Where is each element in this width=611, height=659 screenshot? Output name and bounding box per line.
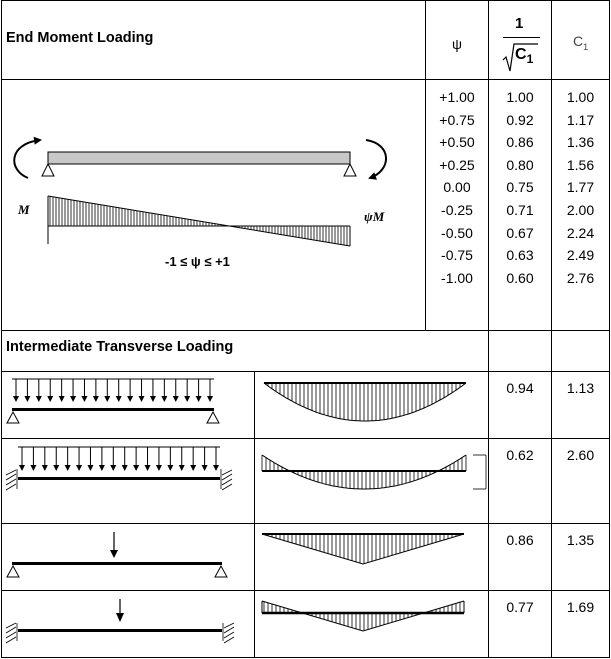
intermediate-header-divider [1, 371, 610, 372]
inv-value-3: 0.86 [506, 134, 534, 151]
c1-value-9: 2.76 [566, 269, 595, 286]
point-load-fixed-ends-loading [5, 599, 235, 644]
beam [12, 562, 222, 565]
right-fixed-support-icon [220, 469, 233, 491]
diagram-column-divider [254, 371, 255, 658]
beam [47, 151, 351, 165]
right-support-icon [206, 410, 220, 424]
c1-value-7: 2.24 [566, 224, 595, 241]
beam [12, 408, 214, 411]
point-load-simply-supported-moment [261, 533, 465, 565]
c1-value-6: 2.00 [566, 201, 595, 218]
psi-values-column: +1.00 +0.75 +0.50 +0.25 0.00 -0.25 -0.50 -0.75 -… [426, 86, 488, 289]
left-support-icon [6, 410, 20, 424]
udl-arrows-icon [19, 447, 219, 471]
c1-values-column: 1.00 1.17 1.36 1.56 1.77 2.00 2.24 2.49 2.76 [552, 86, 609, 289]
row-divider-2 [1, 523, 610, 524]
psi-column-header: ψ [452, 36, 462, 52]
psi-value-9: -1.00 [441, 269, 473, 286]
right-support-icon [214, 564, 228, 578]
psi-value-5: 0.00 [443, 179, 471, 196]
inv-denominator: C1 [515, 46, 534, 67]
left-fixed-support-icon [5, 622, 18, 644]
end-moment-diagram: M ψM -1 ≤ ψ ≤ +1 [13, 136, 387, 269]
table-border-right [609, 0, 610, 658]
transverse-c1-4: 1.69 [566, 599, 595, 615]
psi-m-right-label: ψM [364, 209, 385, 224]
inv-value-7: 0.67 [506, 224, 534, 241]
transverse-c1-1: 1.13 [566, 380, 595, 396]
psi-value-3: +0.50 [439, 134, 475, 151]
transverse-c1-2: 2.60 [566, 447, 595, 463]
left-fixed-support-icon [5, 469, 18, 491]
transverse-inv-2: 0.62 [506, 447, 534, 463]
row-divider-1 [1, 438, 610, 439]
right-moment-arrow-icon [365, 139, 387, 180]
c1-letter: C [573, 33, 584, 49]
point-load-fixed-ends-moment [261, 600, 465, 632]
c1-column-header: C1 [573, 34, 588, 54]
inv-value-4: 0.80 [506, 156, 534, 173]
inv-value-9: 0.60 [506, 269, 534, 286]
c1-column-divider [551, 0, 552, 658]
udl-arrows-icon [13, 379, 213, 402]
udl-simply-supported-moment [263, 382, 467, 422]
end-moment-heading: End Moment Loading [6, 30, 154, 46]
inv-value-5: 0.75 [506, 179, 534, 196]
c1-value-3: 1.36 [566, 134, 595, 151]
inv-value-2: 0.92 [506, 111, 534, 128]
udl-fixed-ends-moment [261, 454, 487, 490]
psi-value-7: -0.50 [441, 224, 473, 241]
psi-m-right-m: M [372, 209, 385, 224]
fraction-bar [503, 37, 540, 38]
beam [18, 629, 222, 632]
c1-value-1: 1.00 [566, 89, 595, 105]
end-moment-diagram-hatch [49, 196, 348, 246]
transverse-c1-3: 1.35 [566, 532, 595, 548]
c1-subscript: 1 [583, 41, 589, 52]
table-border-top [1, 0, 610, 1]
psi-column-divider [425, 0, 426, 331]
psi-value-4: +0.25 [439, 156, 475, 173]
left-support-icon [41, 162, 55, 177]
udl-fixed-ends-loading [5, 446, 233, 491]
c1-value-2: 1.17 [566, 111, 595, 128]
right-support-icon [343, 162, 357, 177]
inv-denominator-c: C [515, 46, 527, 63]
inv-denominator-sub: 1 [526, 52, 534, 67]
inv-column-divider [488, 0, 489, 658]
left-moment-arrow-icon [13, 136, 42, 179]
inv-numerator: 1 [515, 15, 524, 32]
c1-value-8: 2.49 [566, 247, 595, 264]
intermediate-heading: Intermediate Transverse Loading [6, 339, 234, 355]
inv-sqrt-c1-header: 1 C1 [489, 0, 551, 79]
m-left-label: M [17, 202, 30, 217]
table-border-left [1, 0, 2, 658]
left-support-icon [6, 564, 20, 578]
inv-value-1: 1.00 [506, 89, 534, 105]
transverse-inv-1: 0.94 [506, 380, 534, 396]
transverse-inv-3: 0.86 [506, 532, 534, 548]
right-fixed-support-icon [222, 622, 235, 644]
row-divider-3 [1, 590, 610, 591]
inv-value-6: 0.71 [506, 201, 534, 218]
header-row-divider [1, 79, 610, 80]
udl-simply-supported-loading [6, 378, 220, 424]
beam [18, 477, 220, 480]
c1-value-4: 1.56 [566, 156, 595, 173]
inv-values-column: 1.00 0.92 0.86 0.80 0.75 0.71 0.67 0.63 0.60 [489, 86, 551, 289]
point-load-simply-supported-loading [6, 532, 228, 578]
sqrt-sign-icon [502, 43, 538, 72]
psi-m-right-psi: ψ [364, 209, 373, 224]
section-divider [1, 330, 610, 331]
psi-value-1: +1.00 [439, 89, 475, 105]
transverse-inv-4: 0.77 [506, 599, 534, 615]
psi-value-8: -0.75 [441, 247, 473, 264]
table-border-bottom [1, 657, 610, 658]
psi-value-2: +0.75 [439, 111, 475, 128]
psi-range-label: -1 ≤ ψ ≤ +1 [165, 254, 230, 269]
inv-value-8: 0.63 [506, 247, 534, 264]
psi-value-6: -0.25 [441, 201, 473, 218]
c1-value-5: 1.77 [566, 179, 595, 196]
